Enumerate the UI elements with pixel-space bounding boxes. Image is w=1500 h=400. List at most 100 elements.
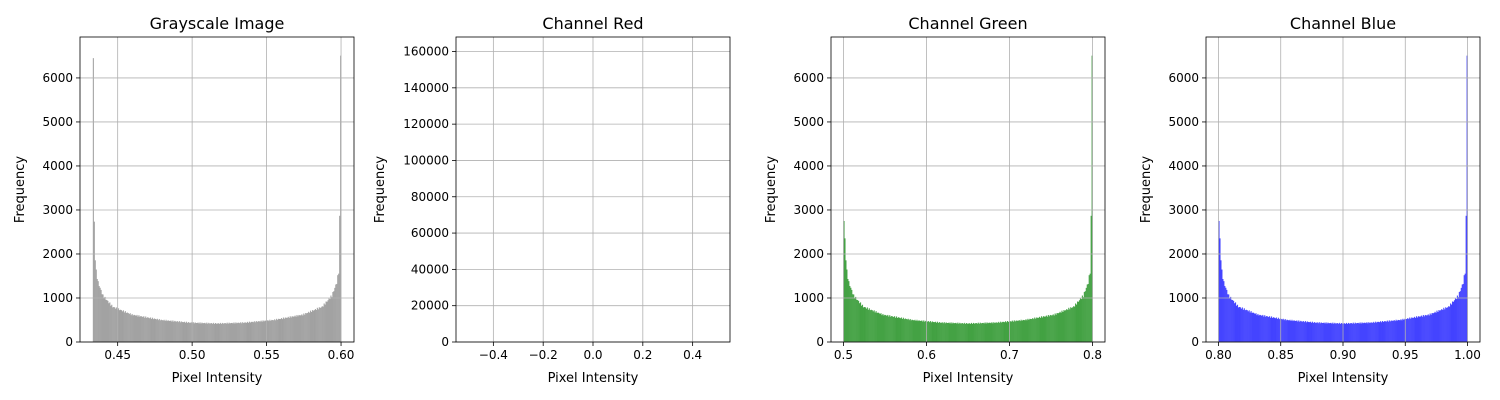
histogram-bar [885, 315, 887, 342]
histogram-bar [1411, 317, 1413, 342]
histogram-bar [157, 320, 159, 342]
histogram-bar [181, 321, 183, 342]
histogram-bar [309, 312, 311, 342]
histogram-bar [1070, 307, 1072, 342]
histogram-bar [115, 308, 117, 342]
histogram-bar [1004, 322, 1006, 342]
histogram-bar [1391, 320, 1393, 342]
histogram-bar [1268, 317, 1270, 342]
histogram-bar [1356, 323, 1358, 342]
histogram-bar [952, 322, 954, 342]
histogram-bar [1388, 320, 1390, 342]
histogram-bar [1042, 316, 1045, 342]
histogram-bar [945, 322, 947, 342]
histogram-bar [313, 310, 316, 342]
histogram-bar [248, 321, 251, 342]
histogram-bar [150, 318, 153, 342]
histogram-bar [851, 289, 853, 342]
histogram-bar [104, 296, 106, 342]
histogram-bar [237, 322, 239, 342]
histogram-bar [884, 314, 886, 342]
histogram-bar [1262, 314, 1264, 342]
histogram-bar [1348, 323, 1350, 342]
y-tick-label: 40000 [411, 262, 449, 276]
histogram-bar [1320, 322, 1322, 342]
histogram-bar [201, 322, 203, 342]
histogram-bars [1218, 55, 1468, 342]
histogram-bar [1371, 322, 1373, 342]
histogram-bar [1450, 303, 1452, 342]
histogram-bar [902, 317, 904, 342]
y-tick-label: 5000 [42, 115, 73, 129]
histogram-bar [291, 316, 293, 342]
histogram-bar [143, 316, 145, 342]
histogram-bar [250, 321, 252, 342]
histogram-bar [955, 322, 957, 342]
histogram-bar [966, 323, 968, 342]
histogram-bar [1337, 323, 1339, 342]
histogram-bar [1078, 300, 1081, 342]
histogram-bar [1283, 320, 1285, 342]
y-tick-label: 3000 [793, 203, 824, 217]
histogram-bar [991, 322, 993, 342]
histogram-bar [1012, 321, 1014, 342]
histogram-bar [1022, 319, 1024, 342]
histogram-bar [1412, 317, 1414, 342]
histogram-bar [1325, 322, 1327, 342]
x-axis-label: Pixel Intensity [548, 371, 639, 386]
histogram-bar [1001, 322, 1003, 342]
histogram-bar [1309, 321, 1312, 342]
histogram-bar [1352, 322, 1354, 342]
y-tick-label: 80000 [411, 190, 449, 204]
histogram-bar [1384, 321, 1386, 342]
histogram-bar [861, 304, 864, 342]
histogram-bar [111, 304, 113, 342]
histogram-bar [1250, 311, 1252, 342]
histogram-bar [1407, 318, 1409, 342]
histogram-bar [122, 310, 124, 342]
histogram-bar [178, 322, 180, 342]
histogram-bar [967, 323, 969, 342]
histogram-bar [925, 320, 927, 342]
histogram-bar [1040, 317, 1042, 342]
histogram-bar [958, 323, 960, 342]
histogram-bar [1075, 303, 1077, 342]
histogram-bar [1243, 308, 1245, 342]
histogram-bar [204, 322, 206, 342]
histogram-bar [185, 321, 188, 342]
histogram-bar [306, 313, 308, 342]
chart-panel-0: 0.45 0.50 0.55 0.60 0 1000 2000 3000 4000 5000 600… [13, 14, 354, 386]
histogram-bar [118, 310, 121, 342]
histogram-bar [1319, 323, 1321, 342]
histogram-bar [100, 289, 102, 342]
histogram-bar [169, 320, 171, 342]
histogram-bar [938, 322, 940, 342]
histogram-bar [260, 320, 262, 342]
x-axis-label: Pixel Intensity [923, 371, 1014, 386]
histogram-bar [1331, 323, 1333, 342]
histogram-bar [146, 317, 148, 342]
histogram-bar [1002, 321, 1004, 342]
histogram-bar [853, 294, 855, 342]
histogram-bar [149, 318, 151, 342]
y-tick-label: 4000 [793, 159, 824, 173]
histogram-bar [1076, 304, 1078, 342]
histogram-bar [179, 321, 181, 342]
histogram-bar [290, 317, 292, 342]
histogram-bar [1027, 318, 1029, 342]
histogram-bar [327, 300, 329, 342]
histogram-bar [261, 321, 263, 342]
histogram-bar [1446, 307, 1448, 342]
histogram-bar [1349, 323, 1351, 342]
histogram-bar [918, 320, 920, 342]
histogram-bar [889, 315, 891, 342]
histogram-bar [1026, 320, 1028, 342]
histogram-bar [244, 322, 246, 342]
histogram-bar [262, 320, 264, 342]
histogram-bar [1223, 281, 1225, 342]
histogram-bar [1335, 323, 1337, 342]
histogram-bar [1226, 289, 1228, 342]
histogram-bar [909, 318, 911, 342]
histogram-bar [1449, 306, 1451, 342]
histogram-bar [1003, 321, 1005, 342]
